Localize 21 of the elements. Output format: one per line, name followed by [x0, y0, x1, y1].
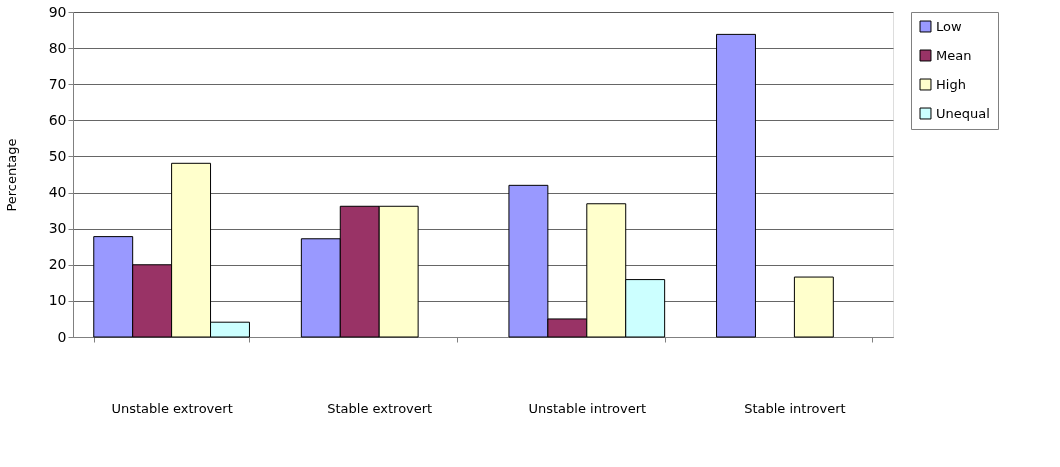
y-tick-label: 60 — [48, 111, 67, 128]
x-tick-label: Stable extrovert — [327, 400, 433, 416]
y-tick-label: 90 — [48, 3, 67, 20]
y-tick-label: 10 — [48, 292, 67, 309]
x-tick-label: Stable introvert — [744, 400, 846, 416]
x-tick-label: Unstable introvert — [528, 400, 647, 416]
legend-label: Low — [936, 18, 962, 34]
y-tick-label: 30 — [48, 220, 67, 237]
legend-label: Mean — [936, 47, 972, 63]
bar — [716, 33, 756, 338]
legend-label: Unequal — [936, 105, 990, 121]
bar — [793, 276, 834, 338]
y-tick-label: 80 — [48, 39, 67, 56]
legend-label: High — [936, 76, 966, 92]
y-tick-label: 40 — [48, 184, 67, 201]
y-axis-title: Percentage — [3, 138, 19, 212]
x-tick-label: Unstable extrovert — [111, 400, 233, 416]
y-tick-label: 0 — [57, 328, 67, 345]
y-tick-label: 20 — [48, 256, 67, 273]
y-tick-label: 70 — [48, 75, 67, 92]
y-tick-label: 50 — [48, 147, 67, 164]
